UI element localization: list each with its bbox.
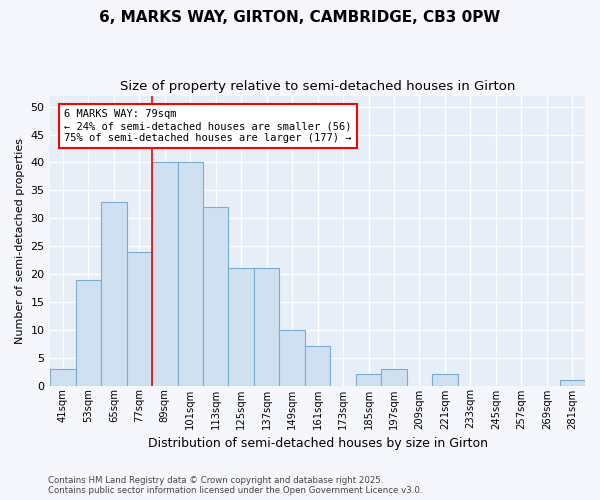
Bar (76, 280, 101, 386)
Bar (560, 380, 585, 386)
Text: 6, MARKS WAY, GIRTON, CAMBRIDGE, CB3 0PW: 6, MARKS WAY, GIRTON, CAMBRIDGE, CB3 0PW (100, 10, 500, 25)
Bar (432, 374, 458, 386)
Y-axis label: Number of semi-detached properties: Number of semi-detached properties (15, 138, 25, 344)
X-axis label: Distribution of semi-detached houses by size in Girton: Distribution of semi-detached houses by … (148, 437, 488, 450)
Bar (203, 207, 229, 386)
Bar (127, 252, 152, 386)
Bar (356, 374, 381, 386)
Text: 6 MARKS WAY: 79sqm
← 24% of semi-detached houses are smaller (56)
75% of semi-de: 6 MARKS WAY: 79sqm ← 24% of semi-detache… (64, 110, 352, 142)
Bar (152, 162, 178, 386)
Bar (101, 202, 127, 386)
Bar (178, 162, 203, 386)
Text: Contains HM Land Registry data © Crown copyright and database right 2025.
Contai: Contains HM Land Registry data © Crown c… (48, 476, 422, 495)
Bar (229, 268, 254, 386)
Bar (280, 330, 305, 386)
Title: Size of property relative to semi-detached houses in Girton: Size of property relative to semi-detach… (120, 80, 515, 93)
Bar (254, 268, 280, 386)
Bar (50, 369, 76, 386)
Bar (381, 369, 407, 386)
Bar (305, 346, 331, 386)
